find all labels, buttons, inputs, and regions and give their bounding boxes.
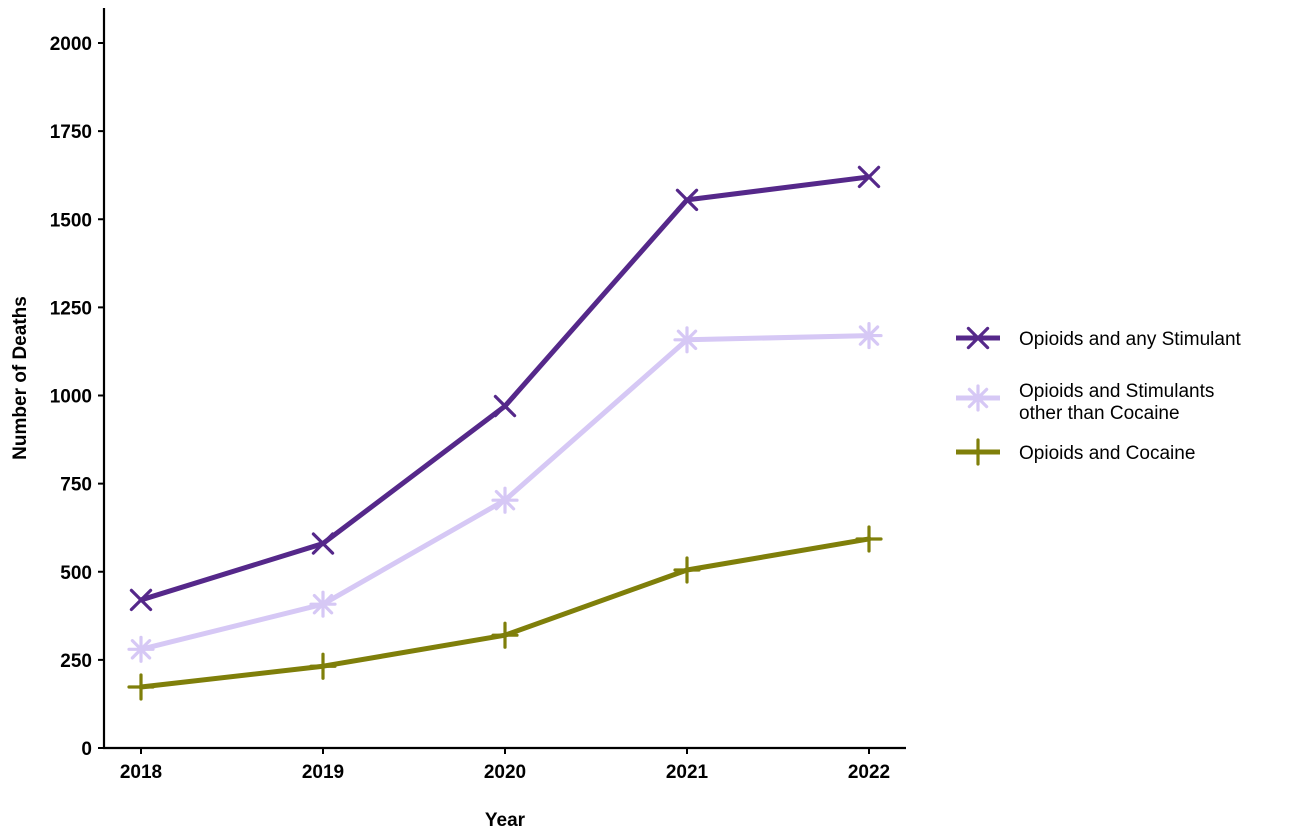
legend-label: Opioids and Stimulants bbox=[1019, 381, 1214, 402]
data-point-marker bbox=[493, 394, 517, 418]
data-point-marker bbox=[311, 532, 335, 555]
series-markers bbox=[127, 165, 883, 701]
series-line bbox=[138, 536, 872, 690]
data-point-marker bbox=[127, 673, 155, 701]
x-axis-ticks: 2018 2019 2020 2021 2022 bbox=[120, 748, 890, 783]
asterisk-icon bbox=[964, 384, 992, 412]
legend-label: other than Cocaine bbox=[1019, 403, 1180, 424]
x-tick-label: 2020 bbox=[484, 762, 526, 783]
y-tick-label: 500 bbox=[60, 563, 92, 584]
data-point-marker bbox=[675, 188, 699, 212]
x-axis-title: Year bbox=[485, 810, 526, 831]
x-tick-label: 2021 bbox=[666, 762, 709, 783]
y-tick-label: 1500 bbox=[50, 210, 92, 231]
y-tick-label: 1250 bbox=[50, 298, 92, 319]
data-point-marker bbox=[491, 486, 519, 514]
data-point-marker bbox=[673, 326, 701, 354]
data-point-marker bbox=[855, 321, 883, 350]
x-icon bbox=[966, 326, 990, 350]
data-point-marker bbox=[855, 525, 883, 553]
data-point-marker bbox=[857, 165, 881, 189]
y-tick-label: 0 bbox=[81, 739, 92, 760]
x-tick-label: 2019 bbox=[302, 762, 344, 783]
legend-item: Opioids and Cocaine bbox=[956, 438, 1195, 466]
data-point-marker bbox=[309, 652, 337, 680]
y-tick-label: 2000 bbox=[50, 34, 92, 55]
data-point-marker bbox=[491, 621, 519, 649]
data-point-marker bbox=[127, 635, 155, 663]
y-tick-label: 1000 bbox=[50, 387, 92, 408]
y-tick-label: 750 bbox=[60, 475, 92, 496]
x-tick-label: 2022 bbox=[848, 762, 890, 783]
legend: Opioids and any Stimulant Opioids and Sti… bbox=[956, 326, 1242, 466]
y-axis-ticks: 0 250 500 750 1000 1250 1500 1750 2000 bbox=[50, 34, 104, 760]
y-tick-label: 250 bbox=[60, 651, 92, 672]
legend-label: Opioids and Cocaine bbox=[1019, 443, 1195, 464]
series-line bbox=[138, 174, 872, 603]
legend-item: Opioids and any Stimulant bbox=[956, 326, 1242, 350]
data-point-marker bbox=[673, 556, 701, 584]
plus-icon bbox=[964, 438, 992, 466]
y-axis-title: Number of Deaths bbox=[10, 296, 31, 460]
y-tick-label: 1750 bbox=[50, 122, 92, 143]
x-tick-label: 2018 bbox=[120, 762, 162, 783]
legend-label: Opioids and any Stimulant bbox=[1019, 329, 1242, 350]
data-point-marker bbox=[309, 590, 337, 618]
data-point-marker bbox=[129, 588, 153, 612]
series-lines bbox=[138, 174, 872, 690]
